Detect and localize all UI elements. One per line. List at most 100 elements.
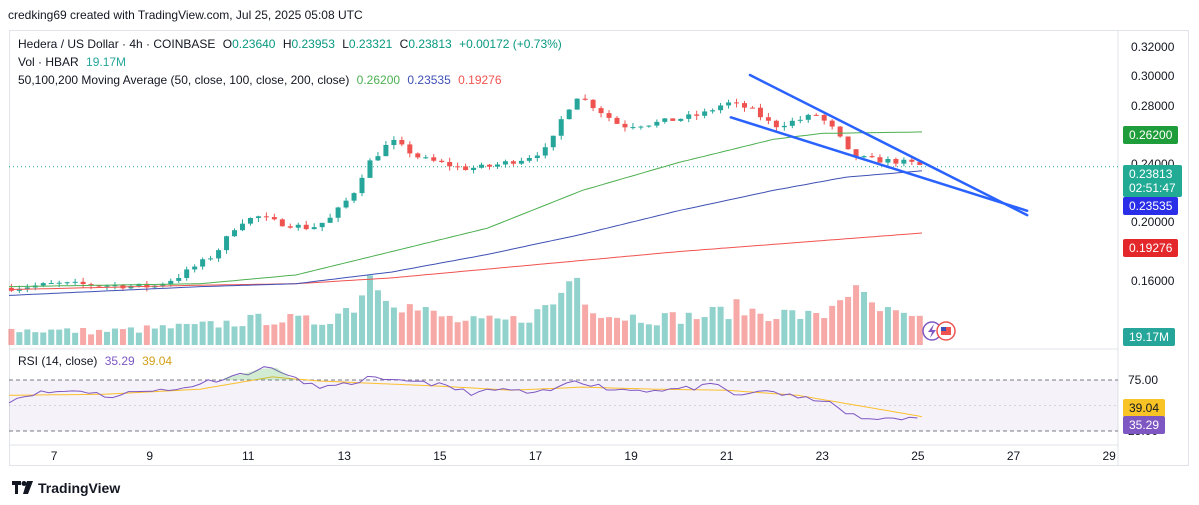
volume-bar bbox=[797, 318, 804, 345]
volume-bar bbox=[271, 324, 278, 345]
volume-bar bbox=[813, 313, 820, 345]
volume-tag: 19.17M bbox=[1123, 328, 1176, 346]
candle-body bbox=[247, 217, 253, 224]
rsi-legend-label: RSI (14, close) bbox=[18, 354, 98, 368]
volume-bar bbox=[701, 317, 708, 345]
high-label: H bbox=[282, 37, 292, 51]
time-tick-label: 15 bbox=[433, 449, 447, 463]
ma-legend-label: 50,100,200 Moving Average (50, close, 10… bbox=[18, 73, 350, 87]
candle-body bbox=[566, 109, 572, 120]
candle-body bbox=[662, 118, 668, 122]
candle-body bbox=[439, 160, 445, 163]
candle-body bbox=[558, 119, 564, 136]
volume-bar bbox=[351, 312, 358, 345]
volume-bar bbox=[733, 299, 740, 345]
trendline-lower bbox=[729, 116, 1029, 213]
candle-body bbox=[367, 160, 373, 178]
volume-bar bbox=[56, 329, 63, 345]
tradingview-logo[interactable]: TradingView bbox=[12, 480, 120, 496]
volume-bar bbox=[582, 304, 589, 345]
candle-body bbox=[845, 136, 851, 150]
candle-body bbox=[72, 281, 78, 283]
candle-body bbox=[502, 161, 508, 165]
volume-legend-label: Vol · HBAR bbox=[18, 55, 79, 69]
rsi-line bbox=[8, 366, 918, 421]
volume-bar bbox=[613, 317, 620, 345]
candle-body bbox=[789, 120, 795, 126]
low-value: 0.23321 bbox=[348, 37, 393, 51]
candle-body bbox=[104, 285, 110, 287]
low-label: L bbox=[342, 37, 349, 51]
candle-body bbox=[80, 281, 86, 285]
candle-body bbox=[239, 223, 245, 231]
volume-bar bbox=[853, 285, 860, 345]
ma100-price-tag: 0.23535 bbox=[1123, 197, 1179, 215]
volume-bar bbox=[167, 328, 174, 345]
volume-bar bbox=[916, 315, 923, 345]
time-tick-label: 11 bbox=[242, 449, 255, 463]
volume-bar bbox=[8, 328, 15, 345]
volume-bar bbox=[327, 323, 334, 345]
volume-bar bbox=[295, 315, 302, 345]
volume-bar bbox=[24, 329, 31, 345]
candle-body bbox=[861, 156, 867, 158]
candle-body bbox=[614, 117, 620, 124]
candle-body bbox=[630, 127, 636, 129]
change-value: +0.00172 (+0.73%) bbox=[459, 37, 562, 51]
volume-bar bbox=[526, 322, 533, 345]
volume-bar bbox=[343, 307, 350, 345]
volume-bar bbox=[781, 309, 788, 345]
candle-body bbox=[359, 177, 365, 194]
volume-bar bbox=[446, 315, 453, 345]
candle-body bbox=[773, 120, 779, 128]
volume-bar bbox=[805, 310, 812, 345]
candle-body bbox=[550, 135, 556, 148]
candle-body bbox=[263, 216, 269, 218]
rsi-ma-legend-value: 39.04 bbox=[142, 354, 173, 368]
volume-bar bbox=[892, 310, 899, 345]
candle-body bbox=[391, 139, 397, 145]
lightning-event-glyph bbox=[928, 324, 936, 338]
candle-body bbox=[184, 269, 190, 278]
candle-body bbox=[678, 118, 684, 121]
candle-body bbox=[287, 226, 293, 228]
candle-body bbox=[311, 227, 317, 230]
volume-bar bbox=[653, 325, 660, 345]
volume-bar bbox=[693, 319, 700, 345]
high-value: 0.23953 bbox=[291, 37, 335, 51]
ma100-line bbox=[8, 170, 923, 296]
candle-body bbox=[271, 217, 277, 220]
ma200-legend-value: 0.19276 bbox=[458, 73, 502, 87]
ma50-legend-value: 0.26200 bbox=[356, 73, 401, 87]
ma100-legend-value: 0.23535 bbox=[407, 73, 451, 87]
volume-bar bbox=[119, 329, 126, 345]
volume-bar bbox=[550, 304, 557, 345]
volume-bar bbox=[223, 320, 230, 345]
candle-body bbox=[494, 164, 500, 167]
volume-bar bbox=[255, 313, 262, 345]
volume-bar bbox=[247, 314, 254, 345]
time-tick-label: 21 bbox=[720, 449, 734, 463]
symbol-title: Hedera / US Dollar · 4h · COINBASE bbox=[18, 37, 216, 51]
candle-body bbox=[160, 284, 166, 286]
candle-body bbox=[255, 216, 261, 218]
volume-bar bbox=[80, 327, 87, 345]
candle-body bbox=[534, 155, 540, 159]
candle-body bbox=[168, 280, 174, 285]
candle-body bbox=[757, 107, 763, 118]
volume-bar bbox=[335, 313, 342, 345]
candle-body bbox=[319, 222, 325, 228]
volume-bar bbox=[215, 327, 222, 345]
candle-body bbox=[813, 114, 819, 116]
volume-bar bbox=[374, 290, 381, 345]
candle-body bbox=[295, 224, 301, 228]
chart-frame[interactable] bbox=[9, 30, 1189, 466]
candle-body bbox=[455, 166, 461, 168]
candle-body bbox=[765, 117, 771, 121]
candle-body bbox=[837, 126, 843, 137]
ma200-price-tag: 0.19276 bbox=[1123, 239, 1179, 257]
time-tick-label: 25 bbox=[911, 449, 925, 463]
volume-bar bbox=[430, 310, 437, 345]
volume-bar bbox=[159, 325, 166, 345]
